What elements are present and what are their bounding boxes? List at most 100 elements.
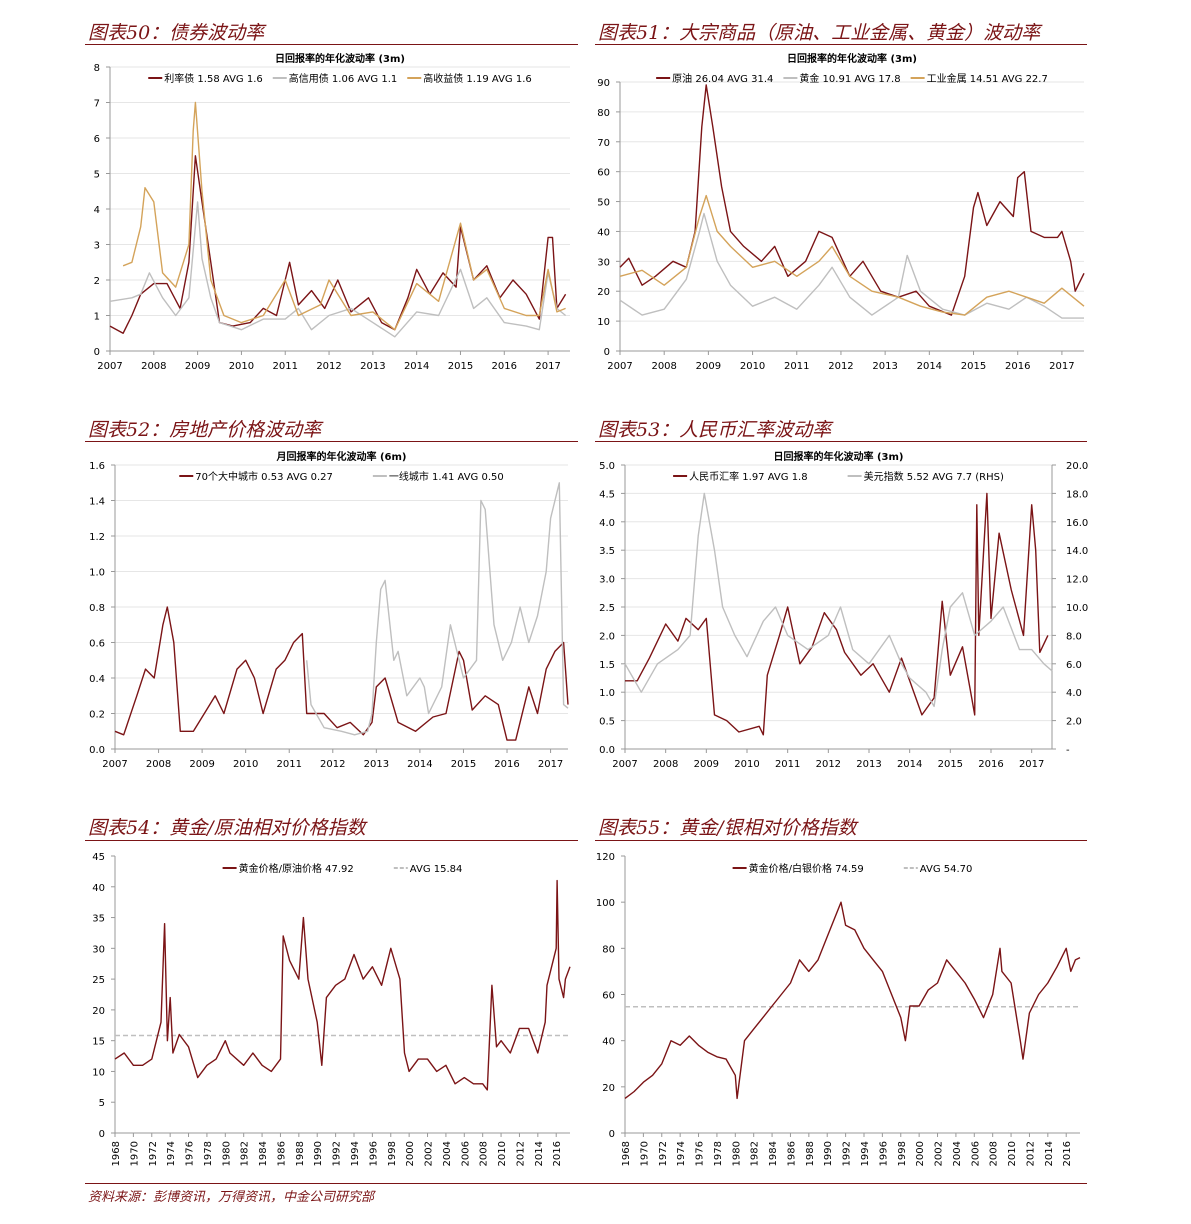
x-tick-label: 2016 — [552, 1141, 563, 1166]
y-tick-label: 2 — [94, 276, 100, 287]
legend-label: 高收益债 1.19 AVG 1.6 — [423, 72, 532, 85]
x-tick-label: 2010 — [740, 361, 765, 372]
legend-item: 黄金价格/原油价格 47.92 — [222, 862, 354, 875]
x-tick-label: 1992 — [332, 1141, 343, 1166]
x-tick-label: 2002 — [424, 1141, 435, 1166]
title-rule — [85, 44, 578, 45]
series-line — [109, 201, 567, 338]
y-tick-label: 0.5 — [599, 717, 615, 728]
x-tick-label: 1996 — [368, 1141, 379, 1166]
y-tick-label: 2.5 — [599, 603, 615, 614]
x-tick-label: 2000 — [405, 1141, 416, 1166]
y-tick-label: 0.8 — [89, 603, 105, 614]
y-tick-label: 0.6 — [89, 639, 105, 650]
x-tick-label: 2010 — [497, 1141, 508, 1166]
x-tick-label: 1984 — [258, 1141, 269, 1166]
x-tick-label: 2008 — [479, 1141, 490, 1166]
x-tick-label: 2010 — [734, 759, 759, 770]
x-tick-label: 2009 — [189, 759, 214, 770]
x-tick-label: 2011 — [775, 759, 800, 770]
x-tick-label: 1994 — [860, 1141, 871, 1166]
x-tick-label: 2004 — [442, 1141, 453, 1166]
x-tick-label: 2017 — [1049, 361, 1074, 372]
series-line — [625, 492, 1049, 736]
x-tick-label: 1986 — [276, 1141, 287, 1166]
y-tick-label: 3.5 — [599, 546, 615, 557]
x-tick-label: 1980 — [731, 1141, 742, 1166]
x-tick-label: 2008 — [146, 759, 171, 770]
chart-54: 0 5 10 15 20 25 30 35 40 45 1968 1970 1972 1974 1976 19… — [92, 852, 571, 1166]
y-tick-label: 100 — [596, 898, 615, 909]
title-rule — [85, 441, 578, 442]
legend-item: 利率债 1.58 AVG 1.6 — [148, 72, 263, 85]
y-tick-label: 0.0 — [89, 745, 105, 756]
legend-label: AVG 54.70 — [920, 864, 973, 875]
x-tick-label: 2009 — [696, 361, 721, 372]
x-tick-label: 2014 — [534, 1141, 545, 1166]
x-tick-label: 2014 — [407, 759, 432, 770]
x-tick-label: 2008 — [989, 1141, 1000, 1166]
x-tick-label: 2009 — [185, 361, 210, 372]
y2-tick-label: 18.0 — [1066, 489, 1088, 500]
x-tick-label: 1992 — [842, 1141, 853, 1166]
x-tick-label: 2002 — [934, 1141, 945, 1166]
y2-tick-label: 2.0 — [1066, 717, 1082, 728]
legend-item: 高信用债 1.06 AVG 1.1 — [272, 72, 398, 85]
y2-tick-label: - — [1066, 745, 1070, 756]
y-tick-label: 10 — [92, 1067, 105, 1078]
x-tick-label: 2013 — [872, 361, 897, 372]
legend-label: 一线城市 1.41 AVG 0.50 — [389, 470, 504, 483]
x-tick-label: 1984 — [768, 1141, 779, 1166]
y-tick-label: 0 — [99, 1129, 105, 1140]
chart-50: 0 1 2 3 4 5 6 7 8 2007 2008 2009 2010 2011 2012 2013 201… — [94, 52, 570, 372]
legend-label: 人民币汇率 1.97 AVG 1.8 — [689, 470, 808, 483]
y-tick-label: 0 — [609, 1129, 615, 1140]
x-tick-label: 2016 — [494, 759, 519, 770]
legend-item: AVG 54.70 — [903, 864, 973, 875]
chart-subtitle: 日回报率的年化波动率 (3m) — [275, 52, 405, 65]
legend-item: 黄金价格/白银价格 74.59 — [732, 862, 864, 875]
y-tick-label: 80 — [597, 108, 610, 119]
y-tick-label: 1.4 — [89, 497, 105, 508]
x-tick-label: 2016 — [1005, 361, 1030, 372]
footer-rule — [85, 1183, 1087, 1184]
legend-label: 高信用债 1.06 AVG 1.1 — [289, 72, 398, 85]
x-tick-label: 1998 — [897, 1141, 908, 1166]
x-tick-label: 2014 — [1044, 1141, 1055, 1166]
series-line — [306, 482, 569, 736]
legend: 原油 26.04 AVG 31.4 黄金 10.91 AVG 17.8 工业金属 1… — [656, 72, 1048, 85]
x-tick-label: 2007 — [97, 361, 122, 372]
y-tick-label: 1.0 — [89, 568, 105, 579]
legend-label: 70个大中城市 0.53 AVG 0.27 — [195, 470, 333, 483]
x-tick-label: 2013 — [360, 361, 385, 372]
x-tick-label: 1990 — [313, 1141, 324, 1166]
legend-label: 原油 26.04 AVG 31.4 — [672, 72, 773, 85]
chart-title-52: 图表52：房地产价格波动率 — [88, 419, 322, 441]
x-tick-label: 2015 — [938, 759, 963, 770]
source-note: 资料来源：彭博资讯，万得资讯，中金公司研究部 — [88, 1190, 375, 1205]
x-tick-label: 2016 — [978, 759, 1003, 770]
y-tick-label: 0.2 — [89, 710, 105, 721]
y-tick-label: 5 — [94, 170, 100, 181]
y-tick-label: 60 — [597, 168, 610, 179]
legend: 利率债 1.58 AVG 1.6 高信用债 1.06 AVG 1.1 高收益债 1.… — [148, 72, 532, 85]
legend-item: 工业金属 14.51 AVG 22.7 — [910, 72, 1048, 85]
x-tick-label: 1988 — [295, 1141, 306, 1166]
y-tick-label: 5 — [99, 1098, 105, 1109]
y-tick-label: 30 — [92, 944, 105, 955]
chart-title-54: 图表54：黄金/原油相对价格指数 — [88, 817, 366, 839]
legend: 黄金价格/原油价格 47.92 AVG 15.84 — [222, 862, 462, 875]
x-tick-label: 2011 — [277, 759, 302, 770]
x-tick-label: 1988 — [805, 1141, 816, 1166]
x-tick-label: 2013 — [364, 759, 389, 770]
chart-title-55: 图表55：黄金/银相对价格指数 — [598, 817, 857, 839]
x-tick-label: 2010 — [233, 759, 258, 770]
x-tick-label: 1986 — [786, 1141, 797, 1166]
y-tick-label: 90 — [597, 78, 610, 89]
y-tick-label: 10 — [597, 317, 610, 328]
legend-item: 原油 26.04 AVG 31.4 — [656, 72, 773, 85]
chart-51: 0 10 20 30 40 50 60 70 80 90 2007 2008 2009 2010 2011 2… — [597, 52, 1085, 372]
y2-tick-label: 4.0 — [1066, 688, 1082, 699]
y-tick-label: 3.0 — [599, 575, 615, 586]
